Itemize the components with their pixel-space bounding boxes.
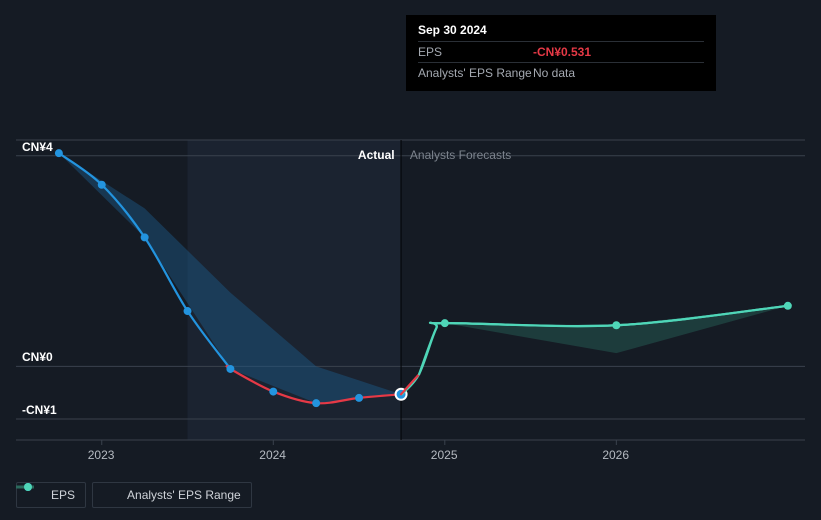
tooltip-row: EPS-CN¥0.531 bbox=[418, 41, 704, 62]
legend-swatch-icon bbox=[103, 490, 121, 500]
x-tick-label: 2025 bbox=[431, 448, 458, 462]
y-tick-label: CN¥0 bbox=[22, 350, 53, 364]
region-label-forecast: Analysts Forecasts bbox=[410, 148, 511, 162]
legend-label: EPS bbox=[51, 488, 75, 502]
legend-item[interactable]: Analysts' EPS Range bbox=[92, 482, 252, 508]
y-tick-label: CN¥4 bbox=[22, 140, 53, 154]
tooltip-date: Sep 30 2024 bbox=[418, 23, 704, 37]
x-tick-label: 2023 bbox=[88, 448, 115, 462]
tooltip-value: -CN¥0.531 bbox=[533, 45, 591, 59]
tooltip-key: Analysts' EPS Range bbox=[418, 66, 533, 80]
x-tick-label: 2024 bbox=[259, 448, 286, 462]
chart-legend: EPS Analysts' EPS Range bbox=[16, 482, 252, 508]
y-tick-label: -CN¥1 bbox=[22, 403, 57, 417]
legend-label: Analysts' EPS Range bbox=[127, 488, 241, 502]
tooltip-key: EPS bbox=[418, 45, 533, 59]
tooltip-row: Analysts' EPS RangeNo data bbox=[418, 62, 704, 83]
x-tick-label: 2026 bbox=[602, 448, 629, 462]
chart-tooltip: Sep 30 2024 EPS-CN¥0.531Analysts' EPS Ra… bbox=[406, 15, 716, 91]
tooltip-value: No data bbox=[533, 66, 575, 80]
eps-chart: CN¥4 CN¥0 -CN¥1 2023 2024 2025 2026 Actual Analy… bbox=[0, 0, 821, 520]
region-label-actual: Actual bbox=[358, 148, 395, 162]
